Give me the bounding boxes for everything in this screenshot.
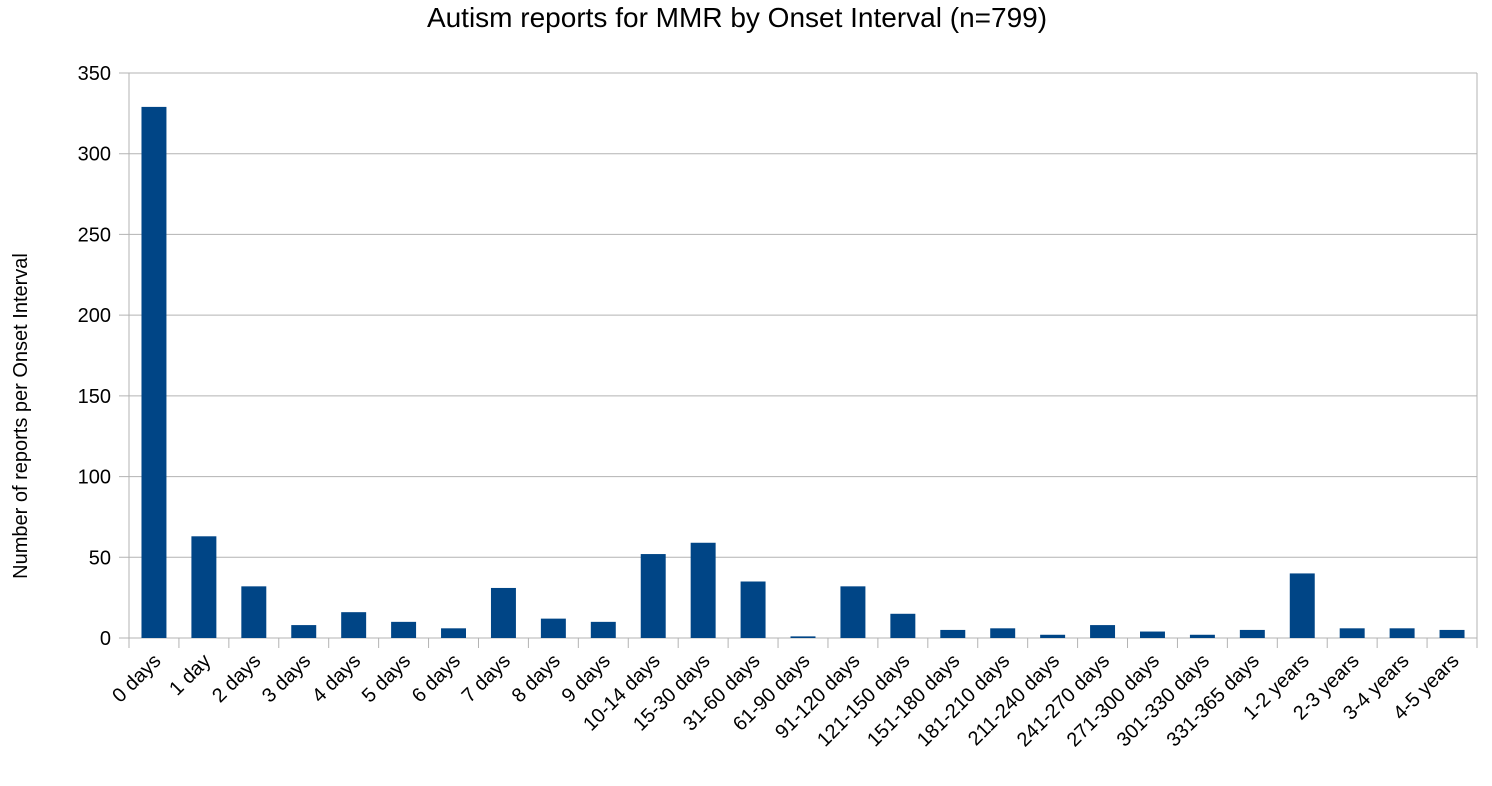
bar: [1140, 631, 1165, 638]
bar: [1189, 634, 1215, 638]
bar: [790, 636, 816, 638]
x-tick-label: 6 days: [408, 650, 465, 707]
bar: [640, 554, 666, 638]
bar: [291, 625, 317, 638]
x-tick-label: 7 days: [458, 650, 515, 707]
bar: [990, 628, 1016, 638]
y-tick-label: 0: [100, 628, 111, 650]
x-tick-label: 4 days: [308, 650, 365, 707]
bar: [141, 106, 167, 638]
y-tick-label: 250: [78, 224, 111, 246]
bar: [740, 581, 766, 638]
bar: [191, 536, 217, 638]
bar: [391, 621, 417, 638]
bar: [1040, 634, 1066, 638]
y-tick-label: 350: [78, 63, 111, 85]
bars: [141, 106, 1465, 638]
bar: [1090, 625, 1116, 638]
y-tick-label: 100: [78, 467, 111, 489]
y-axis-label: Number of reports per Onset Interval: [10, 253, 32, 579]
bar: [690, 542, 716, 638]
bar: [590, 621, 616, 638]
y-tick-label: 50: [89, 547, 111, 569]
x-tick-label: 5 days: [358, 650, 415, 707]
y-axis-ticks: 0 50 100 150 200 250 300 350: [78, 63, 111, 650]
bar: [241, 586, 267, 638]
bar: [1439, 629, 1465, 638]
x-tick-label: 3 days: [258, 650, 315, 707]
y-tick-label: 150: [78, 386, 111, 408]
bar: [840, 586, 866, 638]
x-tick-label: 2 days: [208, 650, 265, 707]
y-tick-label: 300: [78, 144, 111, 166]
gridlines: [119, 72, 1478, 648]
bar: [441, 628, 466, 638]
x-tick-label: 8 days: [508, 650, 565, 707]
bar: [540, 618, 566, 638]
bar: [341, 612, 367, 638]
chart-title: Autism reports for MMR by Onset Interval…: [427, 2, 1047, 33]
bar: [890, 613, 916, 638]
bar: [1239, 629, 1265, 638]
x-tick-label: 0 days: [108, 650, 165, 707]
bar: [1389, 628, 1415, 638]
y-tick-label: 200: [78, 305, 111, 327]
bar: [490, 587, 516, 638]
bar: [1339, 628, 1365, 638]
bar: [1289, 573, 1315, 638]
bar: [940, 629, 966, 638]
